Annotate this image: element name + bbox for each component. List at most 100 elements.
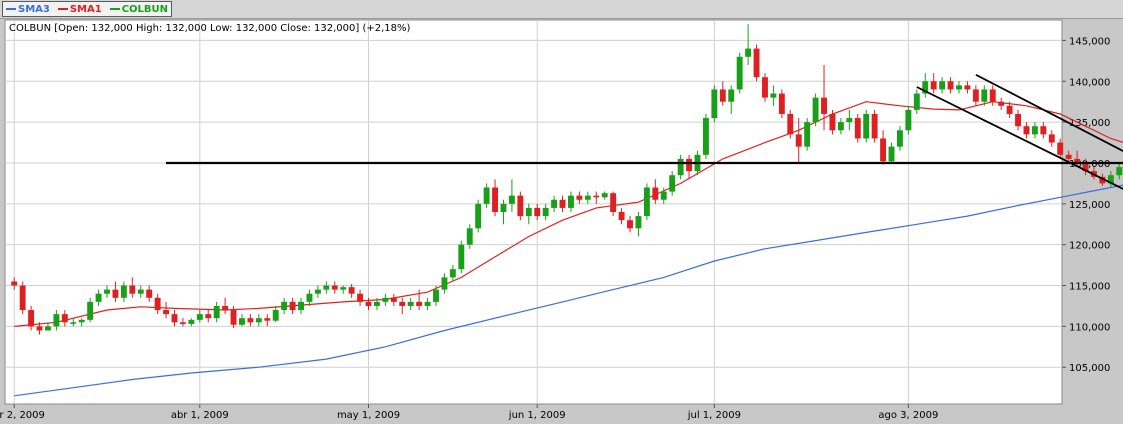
candle-body <box>627 220 633 229</box>
candle-body <box>458 244 465 270</box>
candle-body <box>762 77 768 98</box>
trend-lines <box>166 73 1123 190</box>
candle-body <box>357 293 364 302</box>
candle-body <box>247 318 254 323</box>
candle-body <box>424 301 431 306</box>
y-tick-label: 125,000 <box>1069 200 1110 211</box>
candle-body <box>61 314 68 323</box>
candle-body <box>373 301 380 306</box>
y-tick-label: 130,000 <box>1069 159 1110 170</box>
candle-body <box>264 318 271 321</box>
candle-body <box>584 195 591 200</box>
chart-header: COLBUN [Open: 132,000 High: 132,000 Low:… <box>9 23 411 34</box>
candle-body <box>1015 113 1021 127</box>
y-tick-label: 145,000 <box>1069 36 1110 47</box>
candle-body <box>239 318 245 325</box>
candle-body <box>129 285 136 294</box>
price-chart: 105,000 110,000 115,000 120,000 125,000 130,0… <box>0 19 1123 421</box>
legend-bar: SMA3 SMA1 COLBUN <box>0 0 1123 19</box>
moving-averages <box>14 101 1123 397</box>
candle-body <box>753 48 760 78</box>
y-tick-label: 115,000 <box>1069 282 1110 293</box>
candle-body <box>1074 158 1081 163</box>
candle-body <box>466 228 473 245</box>
candle-body <box>390 297 397 302</box>
candle-body <box>635 216 642 229</box>
candle-body <box>1006 105 1013 114</box>
candle-body <box>137 289 144 294</box>
candle-body <box>981 89 988 102</box>
candle-body <box>196 314 203 320</box>
candle-body <box>677 158 684 176</box>
candle-body <box>95 293 102 302</box>
candle-body <box>382 297 389 302</box>
candle-body <box>255 318 262 323</box>
legend-swatch-sma3 <box>6 8 16 10</box>
candle-body <box>272 310 279 321</box>
y-tick-label: 110,000 <box>1069 322 1110 333</box>
x-tick-label: abr 1, 2009 <box>171 410 229 421</box>
candle-body <box>154 297 161 311</box>
x-tick-label: mar 2, 2009 <box>0 410 45 421</box>
x-tick-label: ago 3, 2009 <box>878 410 938 421</box>
candle-body <box>1057 142 1064 155</box>
candle-body <box>171 314 178 323</box>
candle-body <box>837 122 844 131</box>
y-axis: 105,000 110,000 115,000 120,000 125,000 130,0… <box>1062 36 1110 374</box>
candle-body <box>770 93 777 98</box>
candle-body <box>972 89 979 102</box>
candle-body <box>534 207 541 217</box>
candle-body <box>416 301 423 306</box>
candle-body <box>559 199 566 208</box>
candle-body <box>854 118 861 139</box>
candle-body <box>492 187 498 212</box>
series-line-sma1 <box>14 101 1123 327</box>
candle-body <box>778 93 785 114</box>
y-tick-label: 120,000 <box>1069 241 1110 252</box>
candle-body <box>475 203 482 229</box>
candle-body <box>163 310 170 315</box>
candle-body <box>298 301 304 311</box>
candle-body <box>508 195 515 204</box>
candle-body <box>70 322 77 324</box>
candle-body <box>702 118 709 155</box>
candle-body <box>1116 167 1123 176</box>
candle-body <box>104 289 110 294</box>
legend-label-colbun: COLBUN <box>121 3 169 15</box>
candle-body <box>517 195 524 217</box>
candle-body <box>930 81 937 90</box>
candle-body <box>205 314 212 319</box>
candle-body <box>483 187 490 204</box>
candle-body <box>686 158 693 172</box>
candle-body <box>188 319 195 324</box>
candle-body <box>112 289 119 298</box>
candle-body <box>576 195 583 200</box>
x-tick-label: jul 1, 2009 <box>687 410 741 421</box>
candle-body <box>1048 134 1055 143</box>
candle-body <box>407 301 414 306</box>
candle-body <box>821 97 827 114</box>
candle-body <box>888 146 895 162</box>
candle-body <box>45 326 51 331</box>
candle-body <box>669 175 676 192</box>
trend-line-channel-upper <box>975 73 1123 152</box>
candle-body <box>500 203 507 212</box>
candle-body <box>652 187 659 200</box>
candle-body <box>53 314 60 327</box>
candle-body <box>998 101 1005 106</box>
candle-body <box>1065 154 1072 159</box>
y-tick-label: 135,000 <box>1069 118 1110 129</box>
trend-line-channel-lower <box>916 86 1123 190</box>
candle-body <box>230 310 237 325</box>
candle-body <box>610 193 617 212</box>
candle-body <box>964 85 971 90</box>
plot-background <box>4 19 1063 405</box>
candle-body <box>736 56 743 90</box>
candle-body <box>618 212 625 221</box>
candle-body <box>365 301 372 306</box>
candle-body <box>568 195 574 208</box>
candle-body <box>213 305 220 319</box>
legend-swatch-sma1 <box>57 8 68 10</box>
candle-body <box>1099 176 1106 184</box>
candle-body <box>795 134 802 147</box>
